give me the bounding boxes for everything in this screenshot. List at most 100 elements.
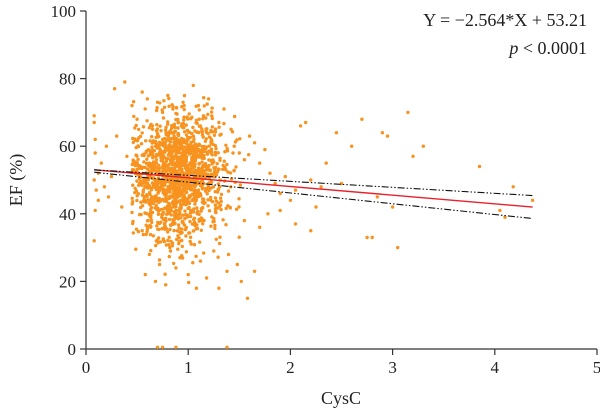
data-point bbox=[155, 108, 159, 113]
data-point bbox=[131, 136, 135, 141]
data-point bbox=[146, 219, 150, 223]
data-point bbox=[202, 104, 206, 108]
data-point bbox=[130, 168, 135, 172]
data-point bbox=[145, 186, 150, 190]
data-point bbox=[167, 217, 172, 222]
data-point bbox=[170, 195, 174, 199]
data-point bbox=[160, 215, 164, 219]
data-point bbox=[138, 164, 142, 168]
data-point bbox=[197, 124, 202, 128]
data-point bbox=[210, 116, 214, 121]
data-point bbox=[168, 223, 173, 227]
data-point bbox=[182, 103, 186, 108]
data-point bbox=[193, 223, 197, 228]
data-point bbox=[156, 169, 160, 173]
data-point bbox=[133, 126, 137, 130]
data-point bbox=[176, 213, 181, 217]
data-point bbox=[182, 93, 187, 98]
data-point bbox=[93, 151, 97, 155]
data-point bbox=[152, 140, 157, 144]
data-point bbox=[140, 229, 144, 233]
data-point bbox=[169, 154, 173, 158]
data-point bbox=[164, 243, 169, 247]
data-point bbox=[199, 209, 203, 213]
data-point bbox=[150, 127, 155, 131]
data-point bbox=[174, 201, 178, 206]
data-point bbox=[234, 165, 238, 169]
data-point bbox=[210, 153, 214, 157]
data-point bbox=[213, 196, 218, 200]
data-point bbox=[131, 140, 135, 145]
data-point bbox=[153, 206, 157, 210]
data-point bbox=[237, 205, 241, 209]
data-point bbox=[196, 209, 200, 213]
data-point bbox=[134, 189, 139, 193]
data-point bbox=[206, 172, 210, 176]
data-point bbox=[180, 173, 185, 177]
data-point bbox=[150, 169, 154, 173]
data-point bbox=[173, 149, 178, 153]
data-point bbox=[205, 102, 209, 106]
data-point bbox=[146, 154, 150, 158]
data-point bbox=[155, 100, 160, 105]
data-point bbox=[283, 174, 287, 179]
data-point bbox=[174, 204, 178, 209]
data-point bbox=[143, 179, 148, 183]
x-tick-label: 1 bbox=[184, 358, 193, 377]
data-point bbox=[185, 213, 190, 218]
data-point bbox=[225, 162, 229, 167]
data-point bbox=[207, 144, 211, 148]
data-point bbox=[268, 171, 272, 175]
data-point bbox=[193, 197, 197, 201]
data-point bbox=[177, 148, 181, 152]
data-point bbox=[197, 161, 201, 166]
data-point bbox=[158, 148, 163, 152]
data-point bbox=[183, 174, 188, 178]
data-point bbox=[162, 105, 167, 110]
data-point bbox=[237, 235, 241, 239]
data-point bbox=[157, 262, 162, 267]
data-point bbox=[226, 189, 231, 193]
data-point bbox=[183, 151, 187, 156]
data-point bbox=[166, 153, 170, 157]
data-point bbox=[226, 252, 231, 257]
data-point bbox=[159, 220, 163, 224]
data-point bbox=[219, 192, 224, 197]
data-point bbox=[213, 150, 218, 155]
data-point bbox=[155, 224, 159, 228]
data-point bbox=[194, 286, 199, 290]
p-value-text: < 0.0001 bbox=[518, 38, 587, 58]
data-point bbox=[237, 151, 241, 155]
data-point bbox=[155, 196, 160, 200]
data-point bbox=[142, 160, 146, 164]
confidence-band-lower bbox=[94, 171, 533, 220]
data-point bbox=[191, 134, 196, 138]
data-point bbox=[131, 183, 135, 187]
data-point bbox=[182, 195, 186, 199]
data-point bbox=[176, 155, 181, 159]
data-point bbox=[166, 148, 171, 152]
data-point bbox=[153, 279, 158, 284]
data-point bbox=[204, 186, 208, 191]
data-point bbox=[169, 239, 173, 243]
data-point bbox=[511, 185, 515, 189]
data-point bbox=[206, 204, 210, 208]
data-point bbox=[375, 195, 379, 199]
data-point bbox=[192, 207, 196, 211]
data-point bbox=[228, 171, 233, 175]
data-point bbox=[390, 205, 395, 209]
data-point bbox=[298, 124, 303, 128]
data-point bbox=[201, 222, 205, 226]
data-point bbox=[192, 137, 196, 141]
p-symbol: p bbox=[507, 38, 518, 58]
data-point bbox=[176, 126, 180, 130]
data-point bbox=[167, 96, 171, 101]
data-point bbox=[213, 153, 218, 157]
data-point bbox=[179, 216, 183, 220]
data-point bbox=[131, 100, 136, 104]
data-point bbox=[214, 237, 218, 241]
regression-lines bbox=[94, 169, 533, 220]
data-point bbox=[218, 158, 222, 162]
data-point bbox=[178, 188, 182, 193]
data-point bbox=[130, 196, 134, 200]
